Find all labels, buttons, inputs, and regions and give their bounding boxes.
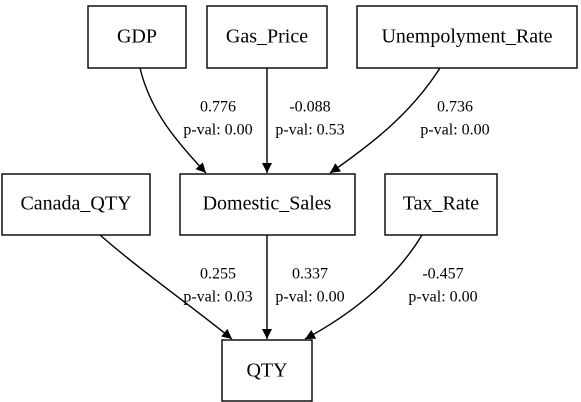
edge xyxy=(329,67,441,174)
edge-coefficient: 0.255 xyxy=(200,266,236,283)
node-label: QTY xyxy=(246,360,287,382)
node-box xyxy=(356,5,578,69)
edge-p-value: p-val: 0.00 xyxy=(420,122,489,139)
edge xyxy=(139,67,207,174)
node-box xyxy=(179,173,356,236)
node-box xyxy=(384,173,498,236)
edge-coefficient: -0.088 xyxy=(289,99,330,116)
node-label: Domestic_Sales xyxy=(203,193,332,215)
node-box xyxy=(1,173,151,236)
edge-coefficient: 0.736 xyxy=(437,99,473,116)
node-label: Tax_Rate xyxy=(403,193,479,215)
edge-p-value: p-val: 0.00 xyxy=(275,289,344,306)
node-box xyxy=(206,5,328,69)
edge-coefficient: 0.337 xyxy=(292,266,328,283)
edge-p-value: p-val: 0.53 xyxy=(275,122,344,139)
edge-coefficient: -0.457 xyxy=(422,266,463,283)
edge-coefficient: 0.776 xyxy=(200,99,236,116)
edge xyxy=(99,234,233,340)
node-label: Canada_QTY xyxy=(20,193,131,215)
node-label: GDP xyxy=(117,26,157,48)
edge xyxy=(304,234,423,340)
edge-p-value: p-val: 0.00 xyxy=(408,289,477,306)
edge-p-value: p-val: 0.00 xyxy=(183,122,252,139)
node-label: Gas_Price xyxy=(226,26,308,48)
node-label: Unempolyment_Rate xyxy=(381,26,552,48)
node-box xyxy=(221,339,313,402)
node-box xyxy=(87,5,187,69)
edge-p-value: p-val: 0.03 xyxy=(183,289,252,306)
